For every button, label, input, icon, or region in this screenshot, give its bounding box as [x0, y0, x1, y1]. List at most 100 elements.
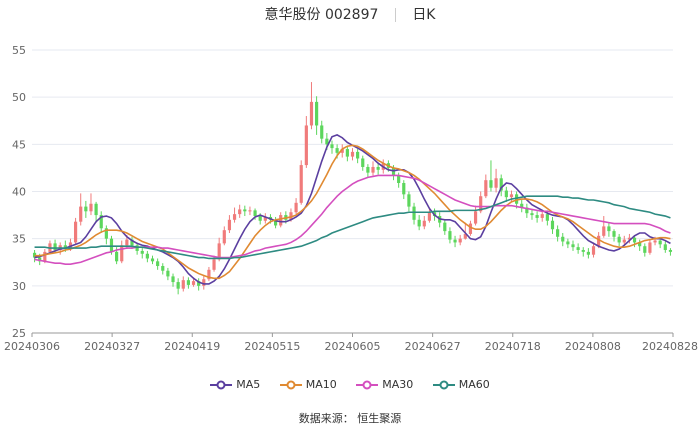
ma-line-ma60	[34, 195, 671, 260]
candle-body	[330, 144, 334, 149]
candle-body	[632, 237, 637, 243]
candle-body	[571, 244, 575, 248]
candle-body	[520, 203, 524, 208]
candle-body	[448, 231, 452, 240]
x-tick-label: 20240828	[642, 340, 698, 353]
candle-body	[227, 219, 232, 231]
candle-body	[309, 101, 314, 126]
candle-body	[161, 266, 165, 271]
candle-body	[63, 245, 67, 250]
candle-body	[535, 215, 539, 218]
candle-body	[602, 226, 606, 236]
chart-title: 意华股份 002897 日K	[0, 4, 700, 24]
candle-body	[653, 240, 657, 243]
legend-swatch-ma30	[356, 380, 379, 390]
candle-body	[166, 270, 170, 277]
candle-body	[550, 220, 555, 230]
candle-body	[509, 194, 514, 198]
candle-body	[350, 151, 355, 157]
candle-body	[545, 214, 549, 221]
candle-body	[622, 239, 626, 243]
candle-body	[617, 236, 621, 243]
candle-body	[479, 196, 483, 212]
candle-body	[79, 206, 83, 222]
candle-body	[540, 214, 544, 218]
x-tick-label: 20240808	[565, 340, 621, 353]
candle-body	[366, 166, 370, 173]
candle-body	[402, 183, 406, 195]
period-label: 日K	[412, 7, 436, 23]
candle-body	[561, 236, 565, 242]
candle-body	[248, 210, 252, 212]
candle-body	[294, 202, 298, 213]
ma-line-ma10	[34, 144, 671, 280]
candle-body	[576, 247, 580, 250]
candle-body	[627, 237, 632, 240]
candle-body	[473, 211, 478, 224]
candle-body	[191, 281, 196, 285]
candle-body	[658, 240, 662, 245]
candle-body	[43, 251, 47, 262]
candle-body	[109, 238, 114, 252]
candle-body	[181, 280, 185, 289]
candle-body	[484, 180, 488, 197]
candle-body	[156, 261, 160, 267]
candle-body	[417, 219, 421, 227]
candle-body	[391, 167, 396, 176]
candle-body	[530, 213, 534, 216]
legend-item-ma10[interactable]: MA10	[279, 378, 337, 391]
candle-body	[376, 166, 380, 170]
candle-body	[663, 244, 667, 250]
candle-body	[273, 219, 278, 226]
candle-body	[412, 206, 416, 220]
candle-body	[73, 221, 78, 243]
candle-body	[345, 149, 349, 157]
legend-label-ma10: MA10	[305, 378, 337, 391]
x-tick-label: 20240306	[4, 340, 60, 353]
legend-swatch-marker	[362, 380, 372, 390]
legend-swatch-ma10	[279, 380, 302, 390]
candle-body	[238, 209, 242, 215]
legend-swatch-marker	[286, 380, 296, 390]
legend-label-ma60: MA60	[458, 378, 490, 391]
candle-body	[453, 239, 457, 243]
candle-body	[140, 250, 144, 254]
candle-body	[135, 245, 139, 251]
candle-body	[125, 239, 129, 246]
candle-body	[443, 222, 447, 232]
legend: MA5 MA10 MA30 MA60	[0, 378, 700, 391]
y-tick-label: 35	[12, 233, 26, 246]
candle-body	[371, 166, 375, 173]
candle-body	[299, 165, 303, 203]
candle-body	[361, 158, 365, 167]
candle-body	[176, 282, 180, 289]
data-source: 数据来源： 恒生聚源	[298, 412, 402, 425]
legend-swatch-marker	[439, 380, 449, 390]
candle-body	[427, 212, 432, 221]
stock-name: 意华股份 002897	[264, 7, 379, 23]
candle-body	[643, 246, 647, 253]
legend-item-ma60[interactable]: MA60	[432, 378, 490, 391]
candle-body	[289, 212, 293, 220]
candle-body	[422, 220, 426, 227]
candle-body	[232, 214, 237, 220]
candle-body	[89, 203, 93, 212]
ma-line-ma30	[34, 174, 671, 265]
candle-body	[335, 148, 339, 153]
candle-body	[499, 178, 503, 191]
candle-body	[53, 243, 57, 250]
x-tick-label: 20240605	[325, 340, 381, 353]
candle-body	[525, 207, 529, 214]
x-tick-label: 20240327	[84, 340, 140, 353]
y-tick-label: 30	[12, 280, 26, 293]
candle-body	[407, 194, 411, 207]
candle-body	[115, 251, 119, 262]
candle-body	[468, 223, 473, 234]
legend-item-ma5[interactable]: MA5	[210, 378, 260, 391]
legend-item-ma30[interactable]: MA30	[356, 378, 413, 391]
candle-body	[648, 242, 652, 253]
candle-body	[489, 180, 493, 188]
candle-body	[556, 229, 560, 237]
candle-body	[150, 258, 155, 262]
candle-body	[612, 231, 616, 237]
